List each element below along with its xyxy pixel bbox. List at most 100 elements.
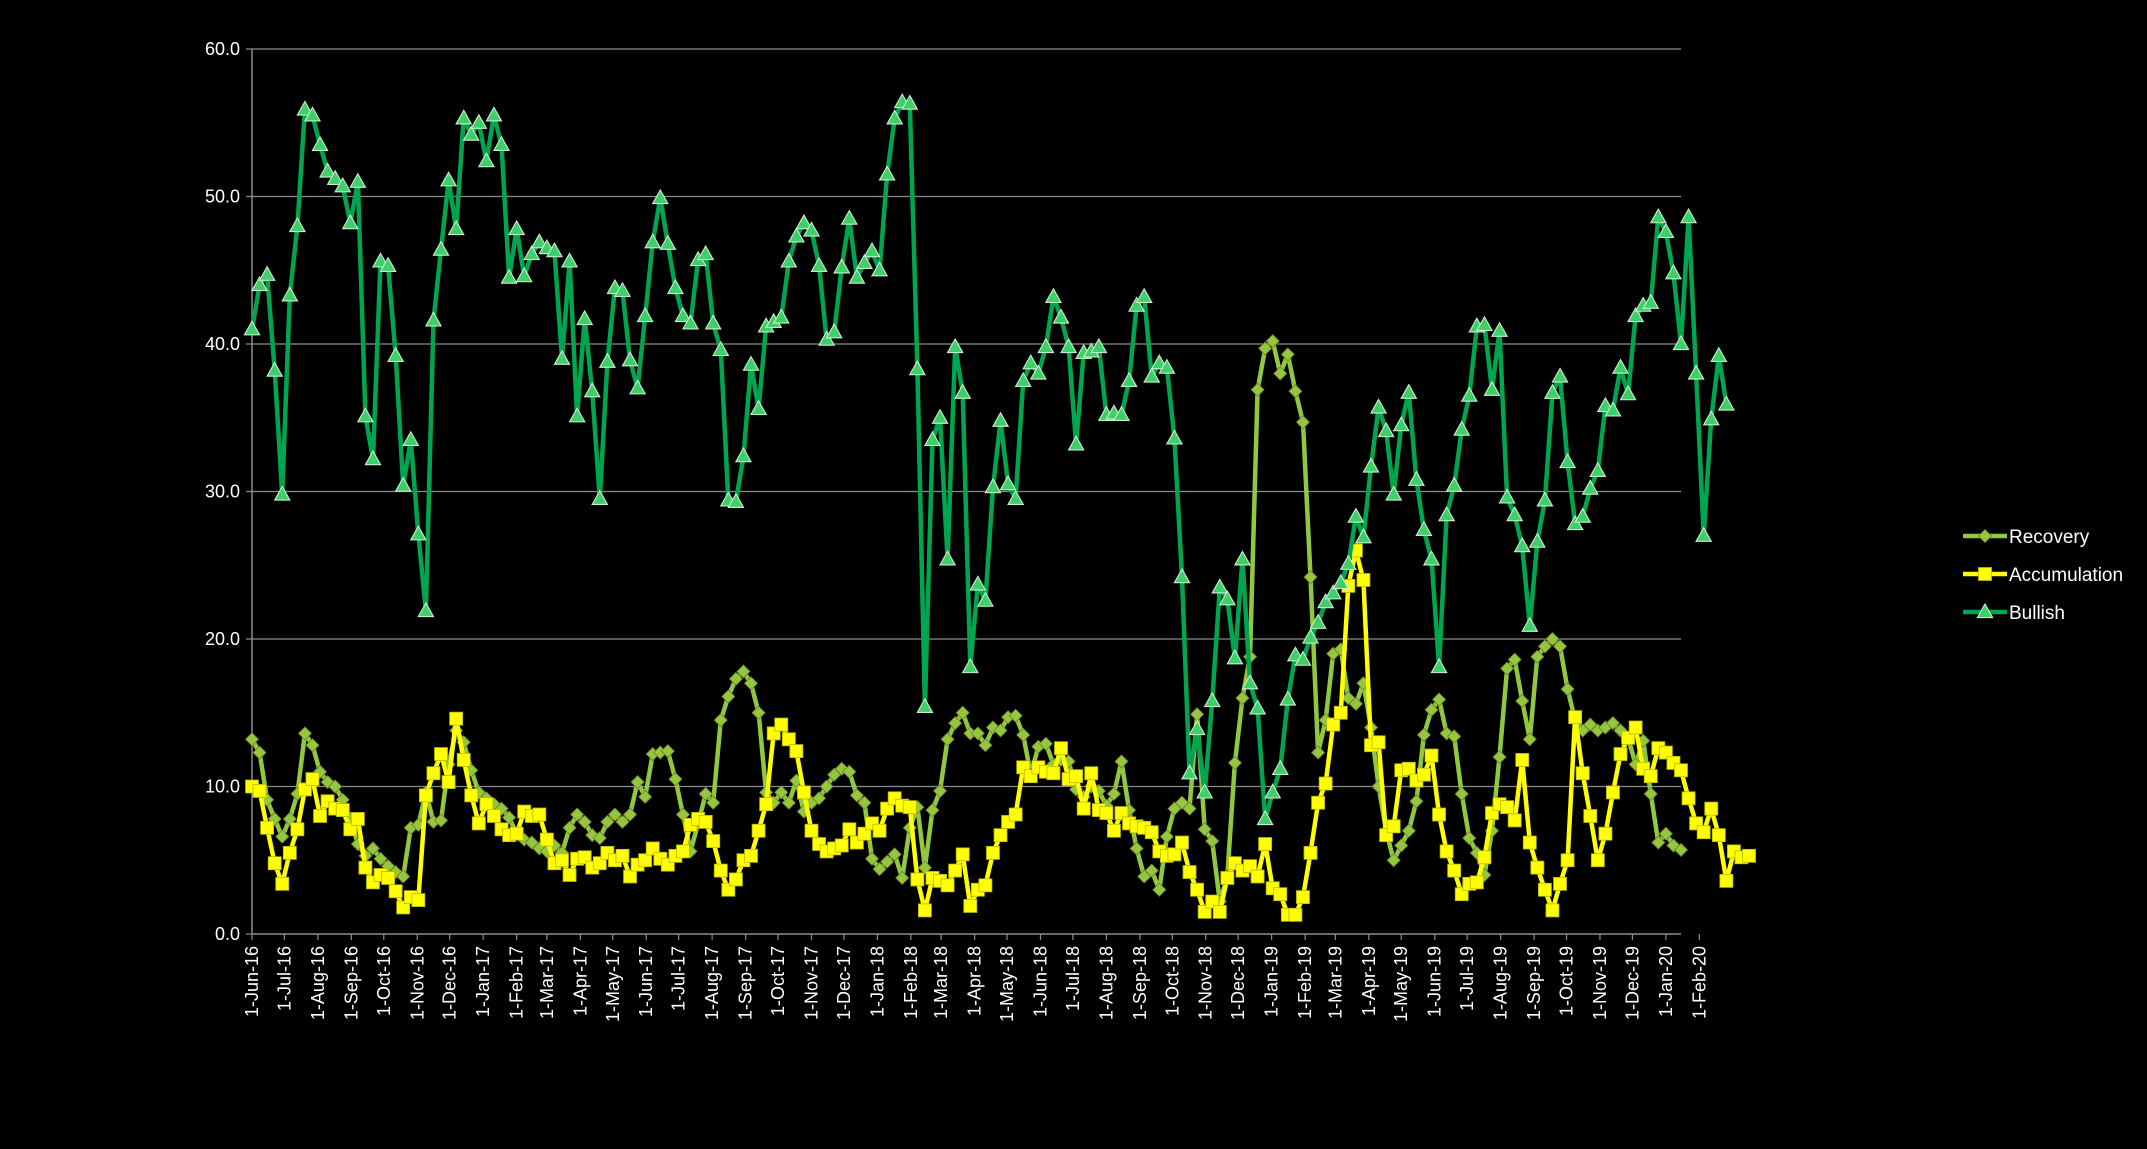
x-tick-label: 1-Aug-19 xyxy=(1491,946,1511,1020)
data-point-accumulation xyxy=(993,828,1008,843)
data-point-bullish xyxy=(553,349,571,365)
data-point-bullish xyxy=(281,286,299,302)
data-point-bullish xyxy=(402,430,420,447)
x-tick-label: 1-Oct-16 xyxy=(374,946,394,1016)
data-point-bullish xyxy=(1453,420,1471,436)
data-point-bullish xyxy=(1090,337,1108,354)
x-tick-label: 1-Jan-17 xyxy=(473,946,493,1017)
data-point-recovery xyxy=(1462,831,1477,846)
data-point-recovery xyxy=(1280,347,1295,362)
x-tick-label: 1-Dec-16 xyxy=(440,946,460,1020)
data-point-bullish xyxy=(485,106,503,122)
data-point-bullish xyxy=(1392,415,1410,432)
data-point-accumulation xyxy=(804,823,819,838)
data-point-accumulation xyxy=(1628,720,1643,735)
data-point-recovery xyxy=(502,810,517,825)
data-point-bullish xyxy=(311,135,329,152)
data-point-accumulation xyxy=(396,900,411,915)
data-point-recovery xyxy=(607,807,622,822)
data-point-recovery xyxy=(373,851,388,866)
data-point-accumulation xyxy=(1553,876,1567,891)
data-point-bullish xyxy=(1559,452,1577,469)
data-point-bullish xyxy=(1687,364,1705,380)
data-point-accumulation xyxy=(1212,904,1227,919)
data-point-accumulation xyxy=(487,809,501,823)
data-point-accumulation xyxy=(411,893,426,907)
data-point-recovery xyxy=(880,854,895,869)
data-point-recovery xyxy=(1258,341,1273,356)
data-point-bullish xyxy=(984,477,1002,494)
data-point-recovery xyxy=(668,772,683,787)
data-point-accumulation xyxy=(1742,848,1756,863)
data-point-bullish xyxy=(1543,383,1562,399)
data-point-recovery xyxy=(592,831,607,846)
data-point-recovery xyxy=(638,789,653,804)
data-point-bullish xyxy=(477,151,495,168)
x-tick-label: 1-Apr-19 xyxy=(1359,946,1379,1016)
data-point-bullish xyxy=(266,361,284,377)
data-point-bullish xyxy=(651,188,669,205)
x-tick-label: 1-Sep-17 xyxy=(736,946,756,1020)
y-tick-label: 40.0 xyxy=(205,334,240,354)
data-point-accumulation xyxy=(910,872,925,887)
x-tick-label: 1-Aug-18 xyxy=(1096,946,1116,1020)
data-point-recovery xyxy=(721,689,736,704)
data-point-bullish xyxy=(1445,476,1463,492)
data-point-bullish xyxy=(424,311,442,327)
data-point-recovery xyxy=(1227,755,1242,770)
data-point-accumulation xyxy=(781,732,796,747)
data-point-bullish xyxy=(1060,337,1078,354)
data-point-bullish xyxy=(1710,346,1728,362)
x-tick-label: 1-Aug-17 xyxy=(702,946,722,1020)
data-point-accumulation xyxy=(1696,825,1711,840)
data-point-accumulation xyxy=(1220,871,1235,885)
data-point-recovery xyxy=(955,705,970,720)
data-point-bullish xyxy=(1203,691,1221,708)
data-point-bullish xyxy=(303,106,322,122)
data-point-recovery xyxy=(728,671,743,686)
data-point-accumulation xyxy=(1084,766,1099,781)
data-point-bullish xyxy=(1044,287,1062,303)
x-tick-label: 1-Jun-16 xyxy=(242,946,262,1017)
data-point-accumulation xyxy=(532,807,547,822)
y-tick-label: 30.0 xyxy=(205,482,240,502)
data-point-recovery xyxy=(743,676,759,691)
data-point-bullish xyxy=(1332,573,1350,590)
data-point-accumulation xyxy=(1076,801,1091,816)
data-point-accumulation xyxy=(592,856,607,871)
y-axis-ticks: 0.0 10.0 20.0 30.0 40.0 50.0 60.0 xyxy=(205,39,252,944)
data-point-accumulation xyxy=(1545,903,1560,918)
data-point-accumulation xyxy=(335,803,350,817)
data-point-accumulation xyxy=(577,850,592,865)
data-point-bullish xyxy=(1354,528,1372,544)
data-point-recovery xyxy=(1144,863,1159,878)
data-point-recovery xyxy=(1394,838,1409,853)
data-point-recovery xyxy=(917,860,932,875)
data-point-recovery xyxy=(1447,729,1462,744)
x-tick-label: 1-Sep-16 xyxy=(341,946,361,1020)
data-point-accumulation xyxy=(1568,710,1583,725)
data-point-accumulation xyxy=(313,809,327,823)
x-tick-label: 1-Dec-17 xyxy=(834,946,854,1020)
data-point-recovery xyxy=(819,779,834,794)
data-point-recovery xyxy=(1311,745,1326,760)
data-point-accumulation xyxy=(1674,763,1688,778)
data-point-bullish xyxy=(1695,526,1713,542)
data-point-accumulation xyxy=(1719,874,1734,888)
data-point-bullish xyxy=(1483,380,1501,396)
data-point-bullish xyxy=(1135,287,1153,303)
data-point-bullish xyxy=(470,113,488,129)
data-point-bullish xyxy=(1475,315,1493,331)
data-point-recovery xyxy=(940,732,955,747)
data-point-bullish xyxy=(1211,578,1229,594)
data-point-bullish xyxy=(288,216,306,233)
x-tick-label: 1-Mar-18 xyxy=(931,946,951,1019)
data-point-accumulation xyxy=(1447,863,1462,878)
data-point-bullish xyxy=(1657,222,1675,239)
data-point-recovery xyxy=(615,814,630,829)
data-point-accumulation xyxy=(1454,887,1469,902)
data-point-recovery xyxy=(1348,696,1363,711)
data-point-bullish xyxy=(1460,386,1478,402)
legend-item-accumulation: Accumulation xyxy=(1963,565,2123,586)
data-point-recovery xyxy=(1235,690,1250,706)
